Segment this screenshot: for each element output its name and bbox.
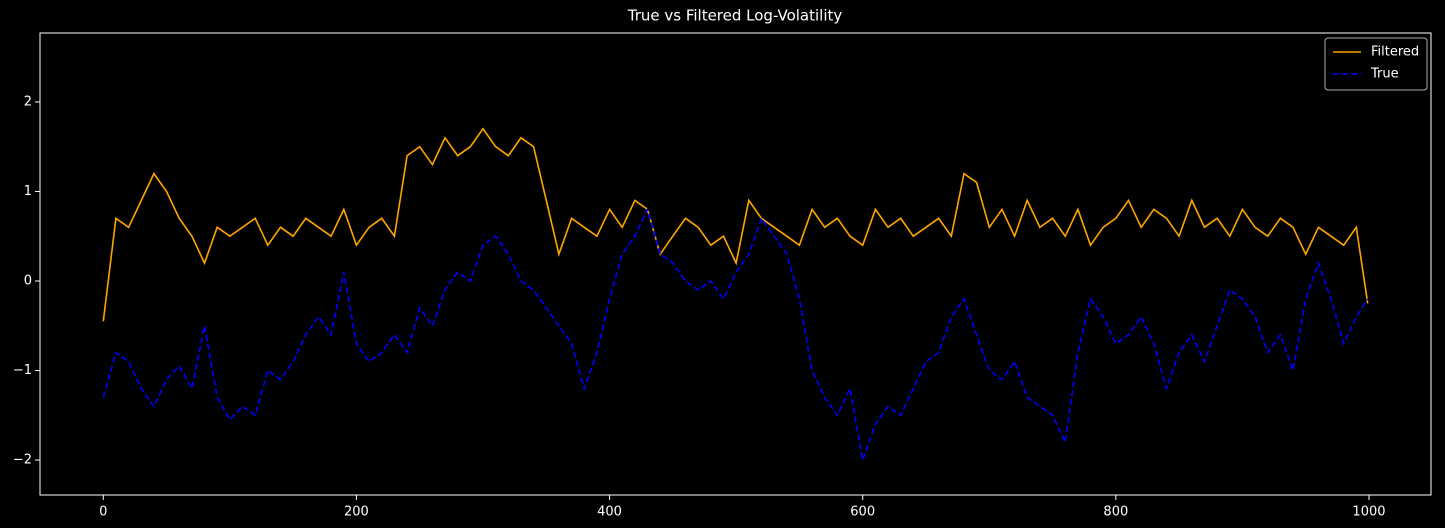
legend-box <box>1324 37 1428 91</box>
x-tick-label: 400 <box>597 505 622 520</box>
y-tick-label: −1 <box>13 363 32 378</box>
x-tick-label: 200 <box>344 505 369 520</box>
x-tick-label: 800 <box>1103 505 1128 520</box>
chart-title: True vs Filtered Log-Volatility <box>627 7 843 25</box>
legend-label: Filtered <box>1371 45 1419 60</box>
y-tick-label: 1 <box>24 184 32 199</box>
legend-label: True <box>1370 67 1399 82</box>
y-tick-label: 2 <box>24 94 32 109</box>
y-tick-label: −2 <box>13 453 32 468</box>
x-tick-label: 1000 <box>1352 505 1385 520</box>
y-tick-label: 0 <box>24 274 32 289</box>
plot-frame <box>39 32 1432 496</box>
data-line <box>102 207 1369 464</box>
data-line <box>102 127 1369 322</box>
x-tick-label: 600 <box>850 505 875 520</box>
x-tick-label: 0 <box>99 505 107 520</box>
